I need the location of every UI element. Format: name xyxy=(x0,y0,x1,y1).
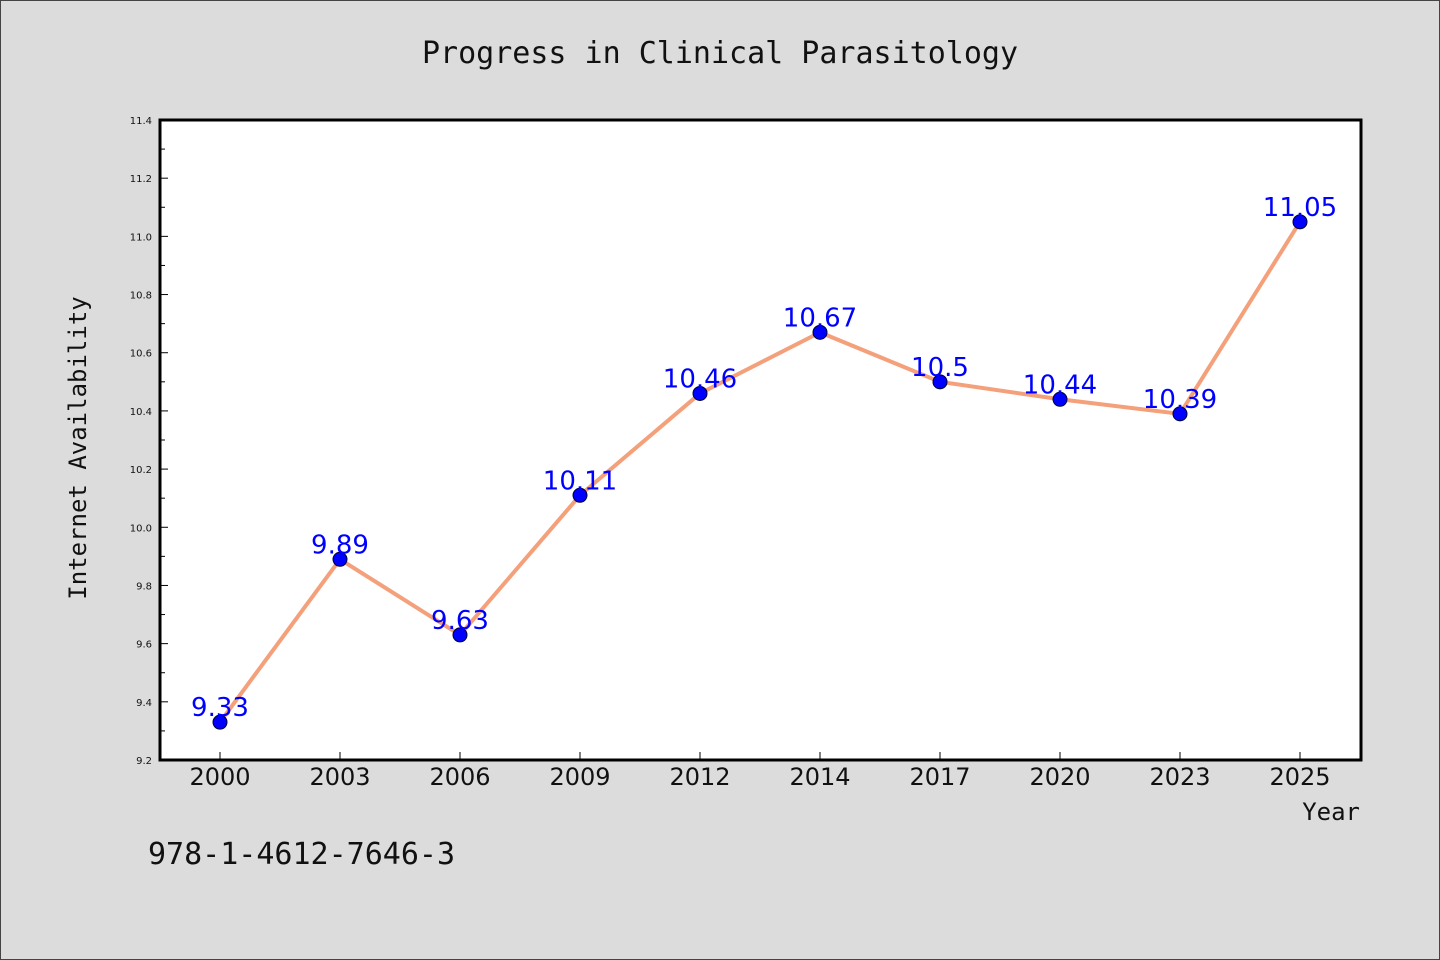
data-point xyxy=(1292,214,1308,230)
data-label: 9.33 xyxy=(191,693,249,723)
y-tick-label: 10.2 xyxy=(130,465,152,476)
y-tick-label: 10.8 xyxy=(130,291,152,302)
data-label: 10.44 xyxy=(1023,370,1097,400)
x-tick-label: 2000 xyxy=(189,763,250,791)
data-point xyxy=(572,487,588,503)
data-point xyxy=(1052,391,1068,407)
data-label: 11.05 xyxy=(1263,193,1337,223)
y-tick-label: 11.4 xyxy=(130,116,152,127)
y-tick-label: 9.8 xyxy=(136,581,152,592)
data-label: 10.46 xyxy=(663,364,737,394)
data-point xyxy=(212,714,228,730)
data-label: 9.63 xyxy=(431,606,489,636)
plot-area xyxy=(158,118,1363,762)
series-line xyxy=(218,220,1302,724)
series-line-group xyxy=(218,220,1302,724)
x-tick-label: 2012 xyxy=(669,763,730,791)
data-point xyxy=(932,374,948,390)
x-tick-label: 2025 xyxy=(1269,763,1330,791)
y-axis-label: Internet Availability xyxy=(64,296,92,599)
x-axis-ticks: 2000 2003 2006 2009 2012 2014 2017 2020 2023 2025 xyxy=(189,752,1331,791)
y-tick-label: 10.6 xyxy=(130,349,152,360)
y-tick-label: 9.2 xyxy=(136,756,152,767)
y-tick-label: 9.6 xyxy=(136,640,152,651)
x-axis-label: Year xyxy=(1302,798,1360,826)
y-tick-label: 11.2 xyxy=(130,174,152,185)
data-labels: 9.33 9.89 9.63 10.11 10.46 10.67 10.5 10.44 10.3… xyxy=(191,193,1337,723)
data-point xyxy=(332,551,348,567)
y-tick-label: 10.4 xyxy=(130,407,152,418)
y-axis-ticks: 9.2 9.4 9.6 9.8 10.0 10.2 10.4 10.6 10.8 11.0 11.2… xyxy=(130,116,168,767)
chart-title: Progress in Clinical Parasitology xyxy=(422,36,1018,71)
x-tick-label: 2006 xyxy=(429,763,490,791)
data-label: 10.11 xyxy=(543,466,617,496)
data-label: 10.5 xyxy=(911,353,969,383)
data-point xyxy=(452,627,468,643)
x-tick-label: 2009 xyxy=(549,763,610,791)
data-point xyxy=(1172,406,1188,422)
data-point xyxy=(692,385,708,401)
x-tick-label: 2023 xyxy=(1149,763,1210,791)
y-tick-label: 10.0 xyxy=(130,523,152,534)
y-tick-label: 9.4 xyxy=(136,698,152,709)
x-tick-label: 2014 xyxy=(789,763,850,791)
x-tick-label: 2020 xyxy=(1029,763,1090,791)
data-label: 9.89 xyxy=(311,530,369,560)
x-tick-label: 2003 xyxy=(309,763,370,791)
series-markers xyxy=(212,214,1308,730)
data-label: 10.67 xyxy=(783,303,857,333)
data-label: 10.39 xyxy=(1143,385,1217,415)
y-tick-label: 11.0 xyxy=(130,232,152,243)
isbn-footer: 978-1-4612-7646-3 xyxy=(148,837,455,872)
data-point xyxy=(812,324,828,340)
x-tick-label: 2017 xyxy=(909,763,970,791)
